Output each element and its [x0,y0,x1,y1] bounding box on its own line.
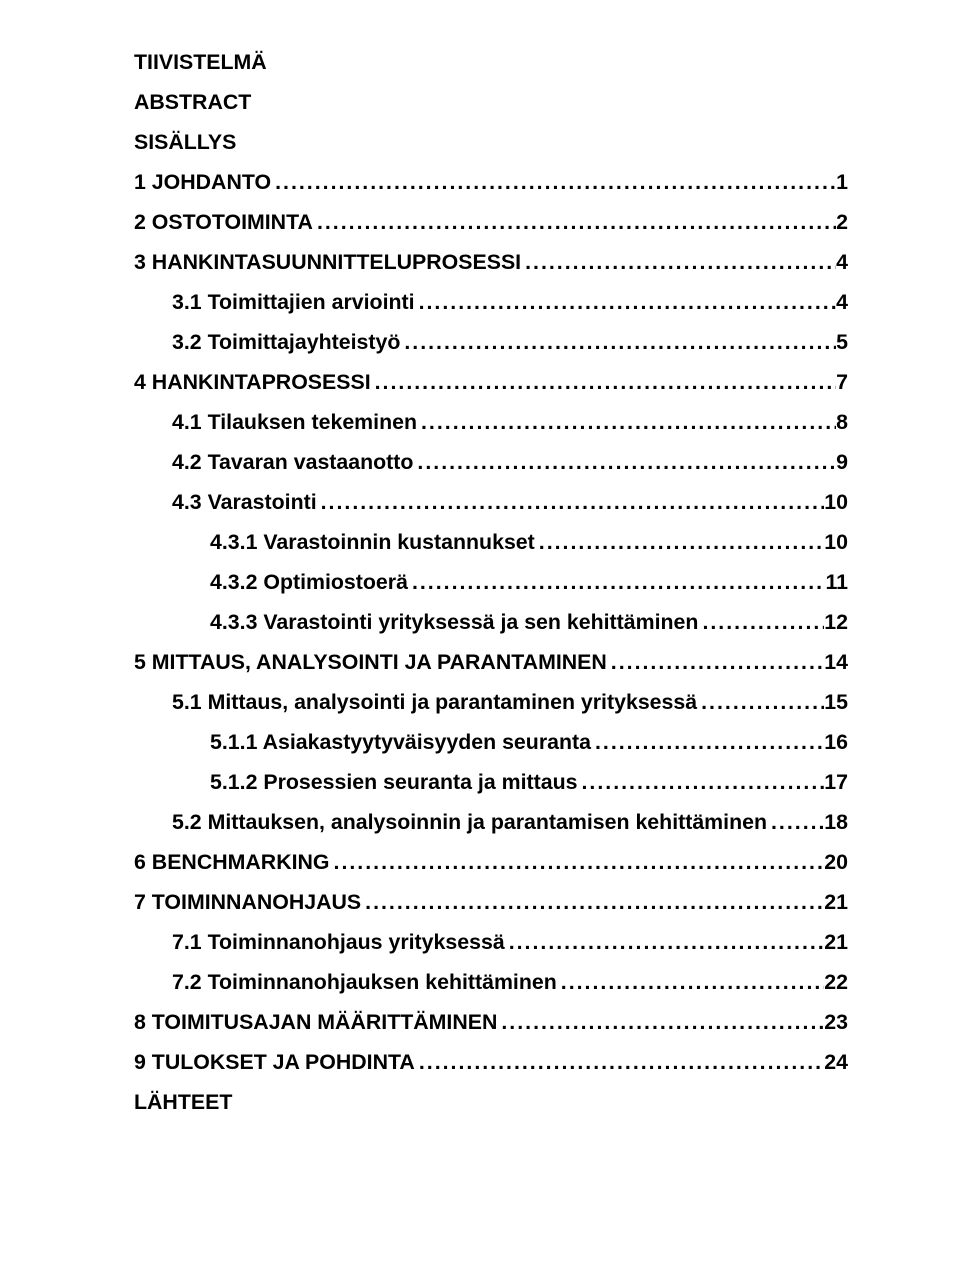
toc-entry-label: 5.2 Mittauksen, analysoinnin ja parantam… [172,802,767,842]
toc-entry-page: 4 [836,282,848,322]
toc-entry: 5.1 Mittaus, analysointi ja parantaminen… [134,682,848,722]
front-matter-line: SISÄLLYS [134,122,848,162]
toc-entry: 8 TOIMITUSAJAN MÄÄRITTÄMINEN 23 [134,1002,848,1042]
toc-entry: 7.2 Toiminnanohjauksen kehittäminen 22 [134,962,848,1002]
toc-dot-leader [497,1002,824,1042]
toc-entry: 3.1 Toimittajien arviointi 4 [134,282,848,322]
toc-entry-label: 8 TOIMITUSAJAN MÄÄRITTÄMINEN [134,1002,497,1042]
toc-entry-label: 4.1 Tilauksen tekeminen [172,402,417,442]
toc-entry-label: 7.2 Toiminnanohjauksen kehittäminen [172,962,557,1002]
toc-dot-leader [330,842,825,882]
toc-entry-page: 12 [824,602,848,642]
toc-dot-leader [415,1042,824,1082]
toc-entry-page: 18 [824,802,848,842]
front-matter-line: LÄHTEET [134,1082,848,1122]
toc-entry-page: 17 [824,762,848,802]
toc-entry: 4.3.2 Optimiostoerä 11 [134,562,848,602]
toc-entry-page: 9 [836,442,848,482]
toc-entry-page: 21 [824,882,848,922]
toc-entry: 5.1.1 Asiakastyytyväisyyden seuranta 16 [134,722,848,762]
toc-entry-label: 5.1.2 Prosessien seuranta ja mittaus [210,762,578,802]
toc-entry-label: 4.3 Varastointi [172,482,317,522]
toc-entry: 4 HANKINTAPROSESSI 7 [134,362,848,402]
toc-entry-label: 4.3.3 Varastointi yrityksessä ja sen keh… [210,602,698,642]
toc-dot-leader [400,322,836,362]
toc-entry-label: 2 OSTOTOIMINTA [134,202,313,242]
toc-entry-label: 4.3.2 Optimiostoerä [210,562,408,602]
toc-dot-leader [521,242,836,282]
toc-entry-page: 24 [824,1042,848,1082]
toc-entry-page: 8 [836,402,848,442]
toc-entry-page: 11 [825,562,848,602]
toc-entry: 3.2 Toimittajayhteistyö 5 [134,322,848,362]
toc-entry-page: 10 [824,482,848,522]
toc-dot-leader [591,722,824,762]
toc-entry: 5.1.2 Prosessien seuranta ja mittaus 17 [134,762,848,802]
toc-entry: 5.2 Mittauksen, analysoinnin ja parantam… [134,802,848,842]
toc-entry-label: 3.2 Toimittajayhteistyö [172,322,400,362]
toc-entry-label: 3 HANKINTASUUNNITTELUPROSESSI [134,242,521,282]
toc-entry-label: 1 JOHDANTO [134,162,271,202]
toc-entry-page: 15 [824,682,848,722]
toc-entry: 4.3.3 Varastointi yrityksessä ja sen keh… [134,602,848,642]
toc-entry-page: 14 [824,642,848,682]
toc-entry: 7 TOIMINNANOHJAUS 21 [134,882,848,922]
front-matter-line: ABSTRACT [134,82,848,122]
toc-entry: 1 JOHDANTO 1 [134,162,848,202]
toc-entry-label: 4 HANKINTAPROSESSI [134,362,371,402]
toc-container: TIIVISTELMÄABSTRACTSISÄLLYS1 JOHDANTO12 … [134,42,848,1122]
toc-dot-leader [535,522,824,562]
toc-entry-page: 10 [824,522,848,562]
toc-dot-leader [557,962,824,1002]
toc-dot-leader [415,282,837,322]
toc-dot-leader [371,362,837,402]
toc-entry: 4.3.1 Varastoinnin kustannukset 10 [134,522,848,562]
toc-entry-page: 1 [836,162,848,202]
toc-dot-leader [313,202,836,242]
toc-entry-label: 5.1 Mittaus, analysointi ja parantaminen… [172,682,697,722]
toc-entry: 3 HANKINTASUUNNITTELUPROSESSI 4 [134,242,848,282]
toc-entry: 7.1 Toiminnanohjaus yrityksessä 21 [134,922,848,962]
toc-entry-label: 4.2 Tavaran vastaanotto [172,442,413,482]
toc-dot-leader [698,602,824,642]
toc-entry-label: 3.1 Toimittajien arviointi [172,282,415,322]
toc-entry-label: 5 MITTAUS, ANALYSOINTI JA PARANTAMINEN [134,642,607,682]
toc-dot-leader [697,682,824,722]
toc-dot-leader [607,642,824,682]
toc-dot-leader [767,802,824,842]
toc-entry-page: 5 [836,322,848,362]
toc-dot-leader [361,882,824,922]
toc-dot-leader [578,762,825,802]
toc-entry-page: 16 [824,722,848,762]
toc-dot-leader [505,922,825,962]
toc-entry: 9 TULOKSET JA POHDINTA 24 [134,1042,848,1082]
toc-entry: 2 OSTOTOIMINTA 2 [134,202,848,242]
toc-entry-label: 5.1.1 Asiakastyytyväisyyden seuranta [210,722,591,762]
toc-entry: 4.2 Tavaran vastaanotto 9 [134,442,848,482]
toc-entry: 4.1 Tilauksen tekeminen 8 [134,402,848,442]
toc-entry-page: 20 [824,842,848,882]
toc-entry: 5 MITTAUS, ANALYSOINTI JA PARANTAMINEN 14 [134,642,848,682]
toc-dot-leader [413,442,836,482]
toc-entry: 4.3 Varastointi 10 [134,482,848,522]
toc-entry-page: 2 [836,202,848,242]
toc-entry-page: 22 [824,962,848,1002]
toc-entry-label: 7 TOIMINNANOHJAUS [134,882,361,922]
toc-dot-leader [271,162,836,202]
toc-entry-label: 4.3.1 Varastoinnin kustannukset [210,522,535,562]
toc-entry-page: 23 [824,1002,848,1042]
toc-entry-page: 4 [836,242,848,282]
toc-entry-page: 21 [824,922,848,962]
toc-dot-leader [408,562,826,602]
front-matter-line: TIIVISTELMÄ [134,42,848,82]
toc-dot-leader [417,402,836,442]
toc-entry-label: 9 TULOKSET JA POHDINTA [134,1042,415,1082]
toc-entry-label: 6 BENCHMARKING [134,842,330,882]
toc-entry-page: 7 [836,362,848,402]
toc-entry: 6 BENCHMARKING 20 [134,842,848,882]
toc-dot-leader [317,482,825,522]
toc-entry-label: 7.1 Toiminnanohjaus yrityksessä [172,922,505,962]
